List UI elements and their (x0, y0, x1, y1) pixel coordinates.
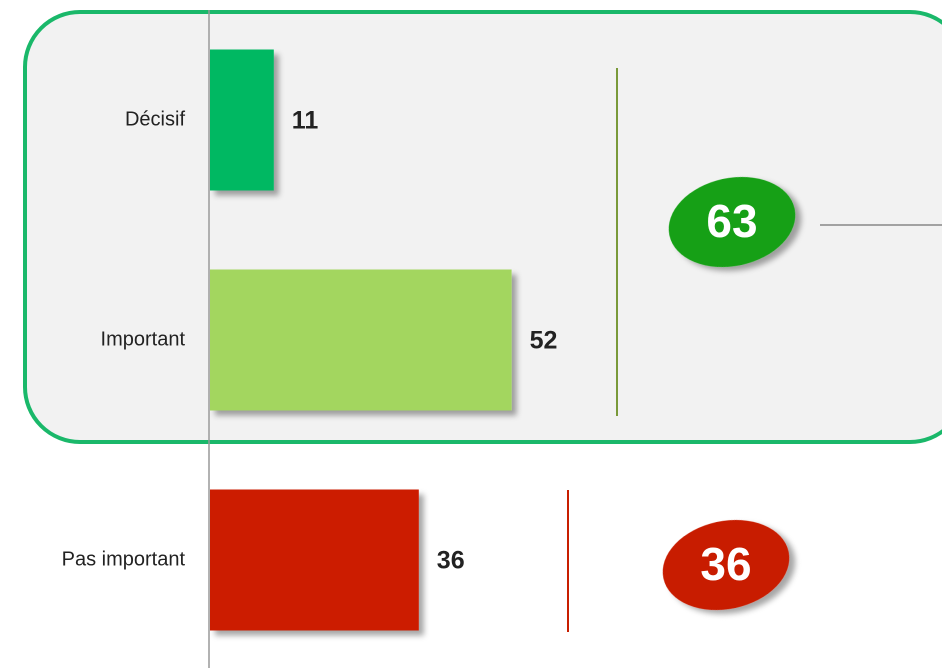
value-label: 36 (437, 547, 465, 575)
category-label: Pas important (62, 548, 186, 570)
value-label: 11 (292, 107, 319, 135)
total-label: 36 (700, 538, 751, 590)
bar (210, 269, 512, 411)
bar (210, 49, 274, 191)
total-badge (662, 519, 790, 611)
bar (210, 489, 419, 631)
total-badge (668, 176, 796, 268)
value-label: 52 (530, 327, 558, 355)
category-label: Important (101, 328, 186, 350)
total-label: 63 (706, 195, 757, 247)
category-label: Décisif (125, 108, 185, 130)
